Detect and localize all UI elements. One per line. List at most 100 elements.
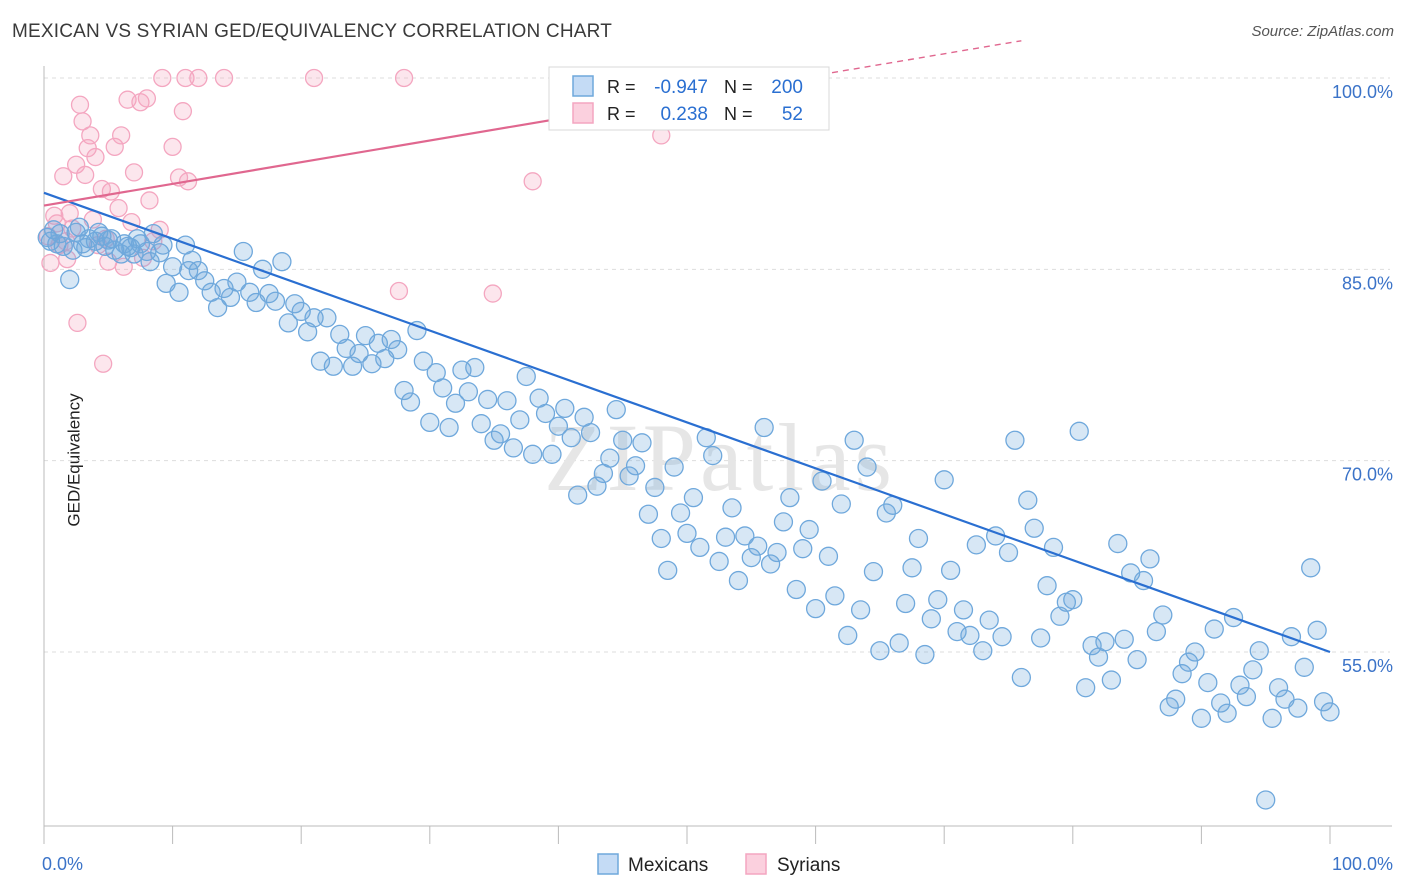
y-tick-label: 70.0% [1342, 465, 1393, 485]
mexicans-point [420, 412, 440, 433]
mexicans-point [458, 382, 479, 402]
mexicans-point [1301, 558, 1321, 578]
mexicans-point [934, 470, 954, 490]
mexicans-point [670, 503, 691, 523]
mexicans-point [831, 494, 851, 514]
bottom-legend-swatch-mexicans [597, 853, 619, 875]
mexicans-point [445, 393, 466, 413]
mexicans-point [960, 625, 980, 646]
syrians-point [67, 155, 86, 174]
mexicans-point [1268, 678, 1289, 698]
mexicans-point [825, 586, 845, 606]
mexicans-point [979, 610, 999, 630]
mexicans-point [619, 466, 639, 486]
mexicans-point [497, 391, 517, 411]
mexicans-point [407, 320, 427, 341]
mexicans-point [606, 399, 626, 420]
syrians-point [41, 253, 60, 273]
gridlines [44, 77, 1390, 653]
mexicans-point [317, 308, 337, 328]
mexicans-point [471, 414, 491, 434]
mexicans-point [818, 546, 839, 566]
x-tick-label: 0.0% [42, 854, 83, 874]
syrians-point [304, 68, 324, 88]
mexicans-point [613, 430, 633, 450]
y-tick-label: 85.0% [1342, 273, 1393, 293]
mexicans-point [658, 560, 678, 581]
legend-r-value: 0.238 [660, 104, 708, 125]
mexicans-point [805, 598, 826, 619]
mexicans-point [600, 448, 620, 468]
mexicans-point [50, 223, 70, 244]
mexicans-point [1146, 621, 1167, 642]
mexicans-point [227, 272, 247, 292]
mexicans-point [535, 403, 556, 424]
mexicans-point [130, 234, 151, 254]
syrians-point [63, 219, 82, 238]
mexicans-point [677, 523, 697, 544]
mexicans-point [1288, 698, 1308, 718]
mexicans-point [1243, 660, 1263, 680]
mexicans-point [433, 378, 453, 398]
bottom-legend-label-mexicans: Mexicans [628, 855, 708, 876]
tick-labels: 55.0% 70.0% 85.0% 100.0% 0.0% 100.0% [42, 82, 1393, 874]
mexicans-point [632, 433, 652, 453]
mexicans-point [60, 269, 80, 290]
mexicans-point [1191, 708, 1212, 728]
mexicans-point [1108, 533, 1128, 554]
syrians-point [523, 172, 542, 191]
legend-n-value: 52 [782, 104, 803, 125]
mexicans-point [1166, 689, 1186, 709]
mexicans-point [638, 504, 659, 524]
mexicans-point [921, 609, 941, 629]
mexicans-point [1114, 629, 1134, 649]
mexicans-point [381, 329, 401, 350]
bottom-legend: Mexicans Syrians [597, 853, 840, 876]
syrians-point [73, 112, 92, 131]
mexicans-point [478, 389, 498, 410]
mexicans-point [786, 579, 806, 600]
legend-r-label: R = [607, 104, 636, 124]
syrians-point [173, 102, 193, 121]
mexicans-point [1249, 641, 1269, 661]
trend-lines [43, 40, 1331, 654]
mexicans-point [850, 600, 871, 620]
syrians-point [214, 68, 234, 88]
mexicans-point [1204, 619, 1224, 639]
mexicans-point [259, 283, 279, 304]
mexicans-point [278, 313, 298, 333]
mexicans-point [690, 537, 710, 558]
mexicans-point [645, 477, 665, 498]
y-tick-label: 55.0% [1342, 656, 1393, 676]
mexicans-point [1294, 657, 1314, 677]
syrians-point [101, 182, 121, 201]
mexicans-point [188, 260, 208, 281]
syrians-point [150, 220, 169, 239]
syrians-point [137, 89, 157, 108]
bottom-legend-swatch-syrians [745, 853, 767, 875]
mexicans-point [1256, 790, 1276, 810]
mexicans-point [625, 456, 646, 476]
mexicans-point [1236, 686, 1257, 707]
legend-r-value: -0.947 [654, 77, 708, 98]
syrians-point [86, 147, 105, 167]
mexicans-point [895, 593, 916, 614]
mexicans-point [838, 625, 858, 646]
mexicans-point [1063, 590, 1083, 610]
mexicans-point [760, 554, 781, 574]
y-tick-label: 100.0% [1332, 82, 1393, 102]
mexicans-point [1262, 708, 1282, 728]
mexicans-point [349, 343, 369, 364]
mexicans-point [1101, 670, 1122, 690]
mexicans-point [812, 471, 832, 491]
axes [43, 66, 1392, 844]
mexicans-point [857, 457, 877, 477]
mexicans-point [953, 600, 974, 620]
syrians-point [176, 68, 195, 88]
x-tick-label: 100.0% [1332, 854, 1393, 874]
mexicans-point [728, 570, 749, 591]
syrians-point [394, 68, 414, 88]
syrians-point [76, 165, 95, 185]
mexicans-point [863, 561, 884, 582]
syrians-point [68, 313, 87, 333]
